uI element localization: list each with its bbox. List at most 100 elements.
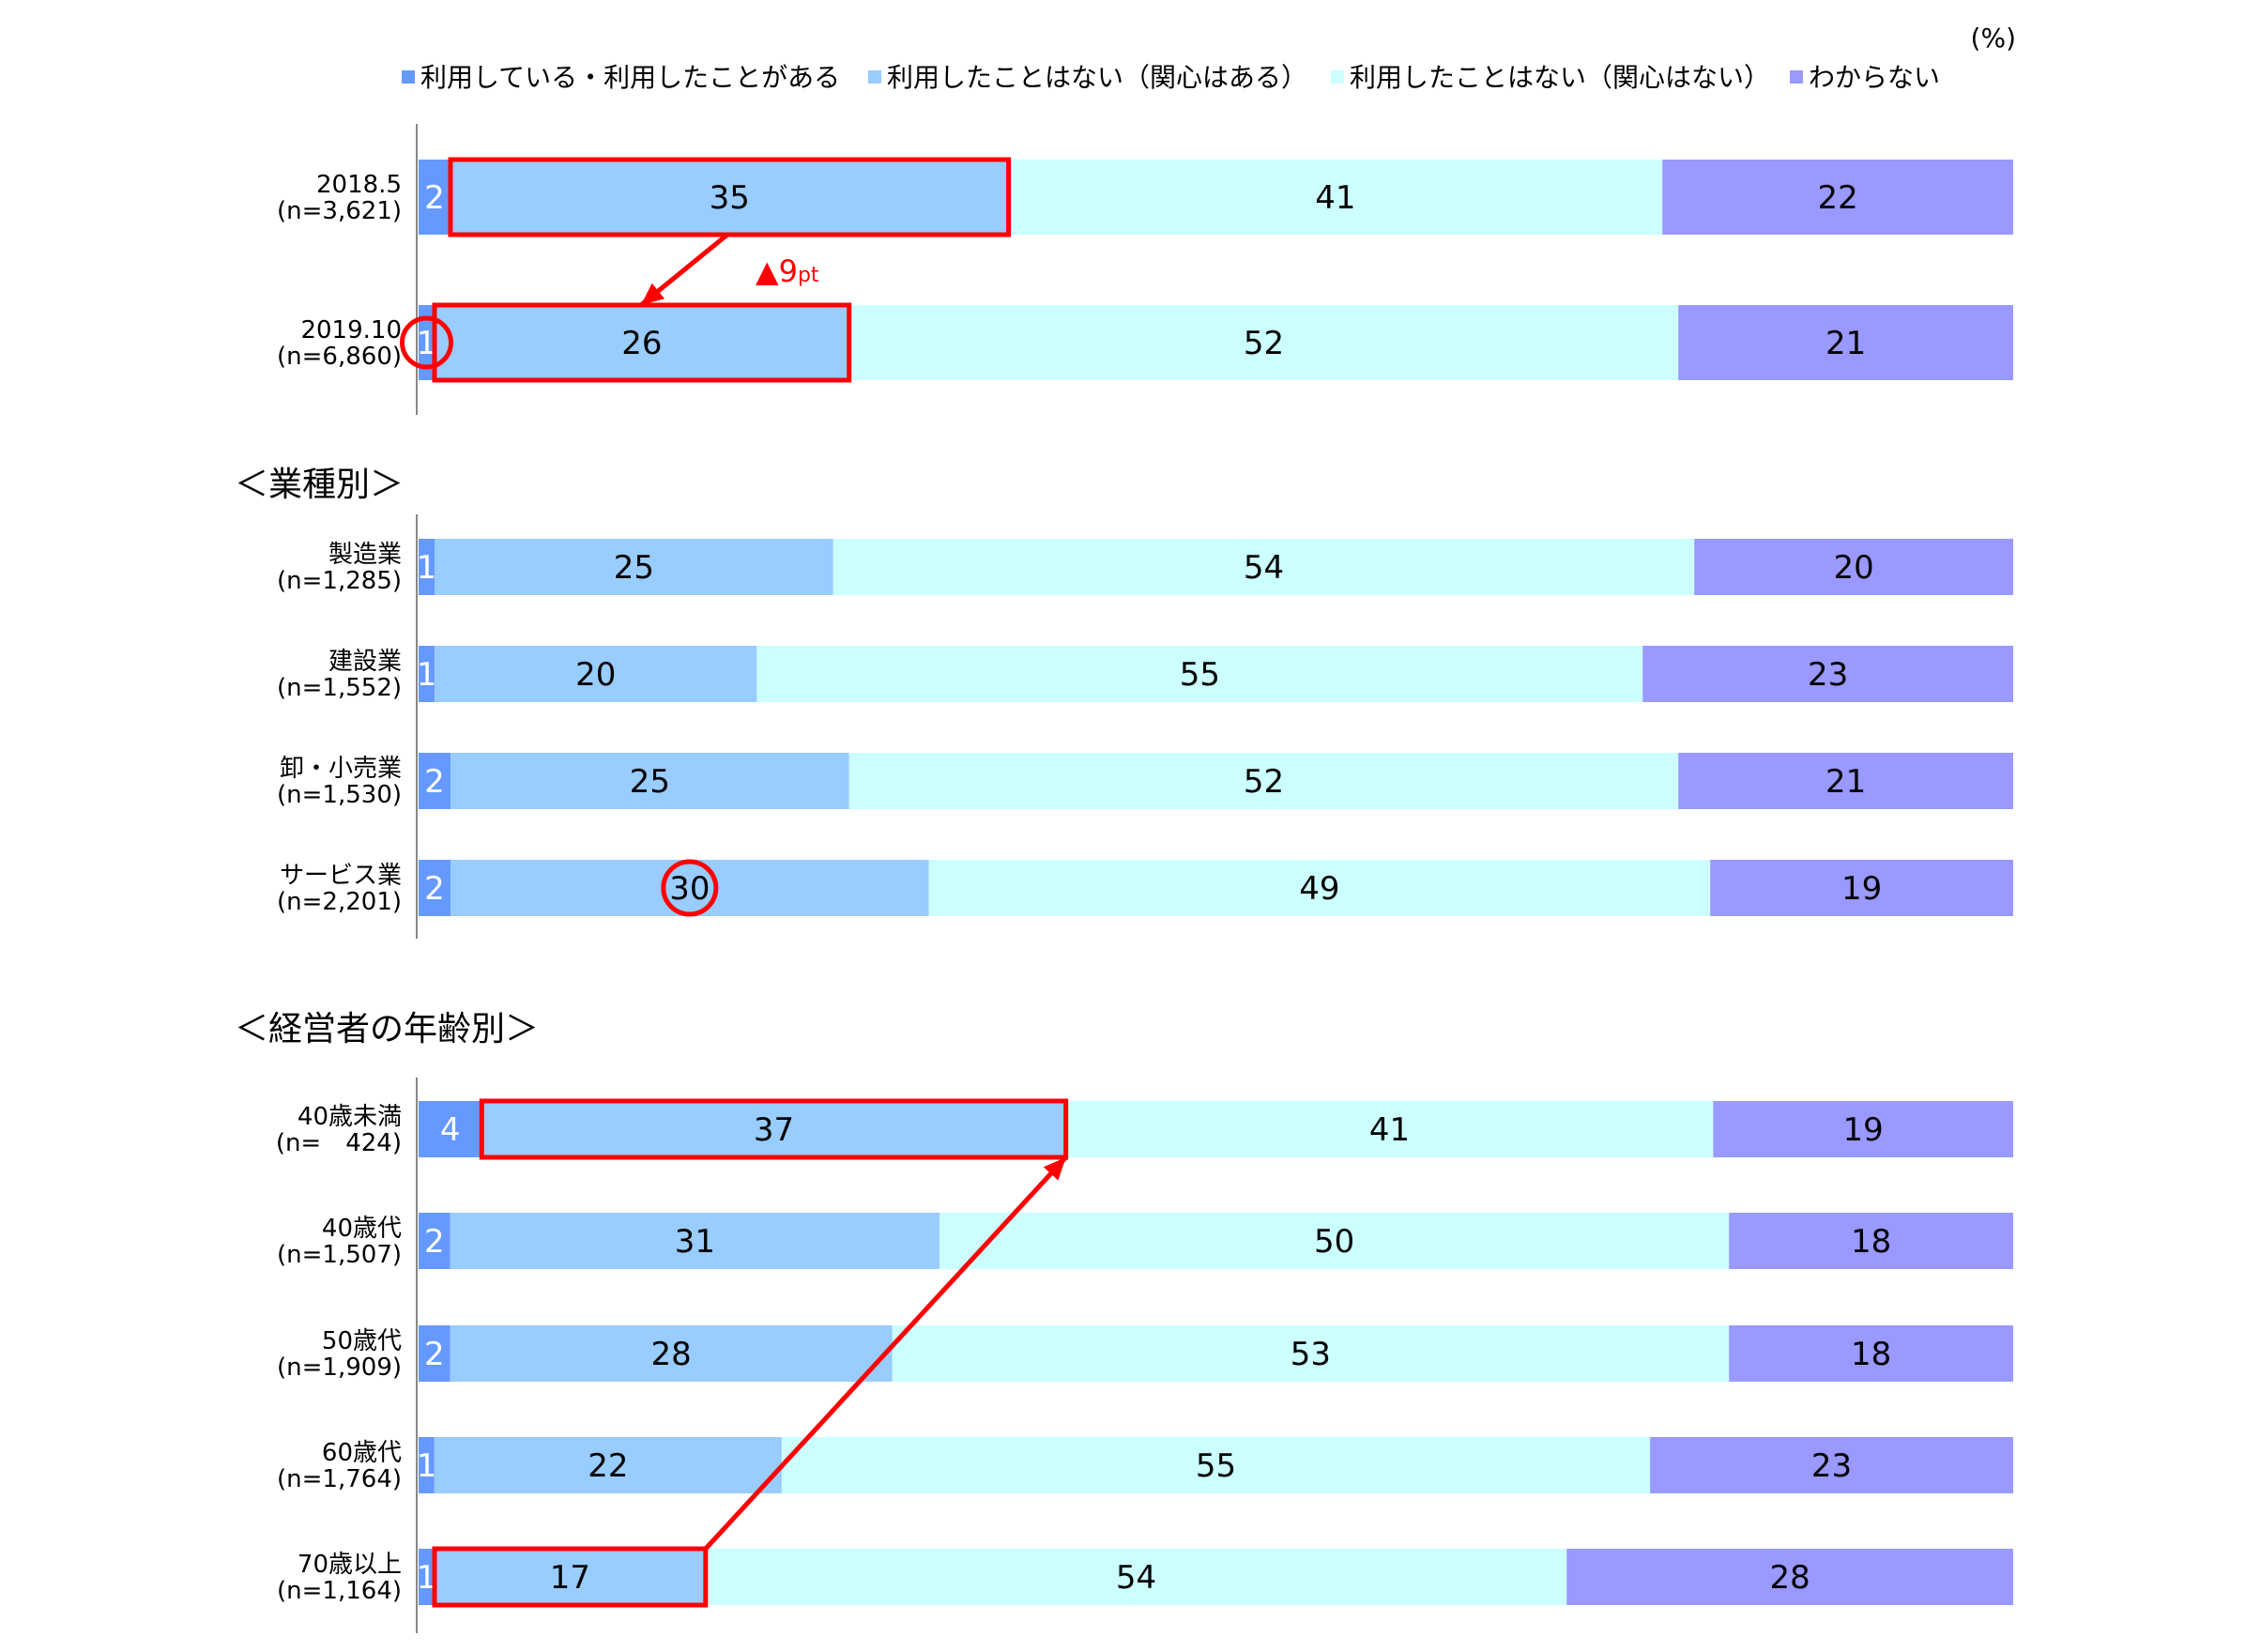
bar-segment: [848, 305, 1679, 380]
bar-segment: [1566, 1549, 2013, 1605]
category-sample-size: (n=1,764): [277, 1465, 402, 1493]
bar-segment: [434, 539, 833, 595]
category-label: 60歳代: [322, 1439, 402, 1467]
bar-segment: [1065, 1101, 1714, 1157]
category-label: 2018.5: [316, 171, 402, 199]
category-label: 建設業: [328, 648, 402, 676]
highlight-circle: [661, 859, 719, 917]
data-label: 54: [1244, 549, 1284, 587]
bar-row: 40歳代(n=1,507) 2 31 50 18: [277, 1213, 2013, 1269]
bar-segment: [419, 646, 435, 702]
arrow-line: [703, 1155, 1068, 1551]
bar-segment: [928, 860, 1711, 916]
arrow-head: [1043, 1157, 1066, 1181]
legend: 利用している・利用したことがある 利用したことはない（関心はある） 利用したことはな…: [402, 62, 1940, 93]
unit-label: (%): [1971, 23, 2016, 54]
data-label: 52: [1244, 763, 1284, 801]
bar-segment: [419, 753, 451, 809]
category-sample-size: (n=3,621): [277, 197, 402, 225]
data-label: 18: [1851, 1336, 1891, 1373]
bar-row: 40歳未満(n= 424) 4 37 41 19: [276, 1101, 2013, 1157]
bar-segment: [1729, 1325, 2013, 1382]
bar-segment: [1008, 160, 1663, 235]
category-label: 70歳以上: [298, 1551, 402, 1579]
data-label: 20: [1833, 549, 1873, 587]
bar-segment: [419, 1101, 482, 1157]
data-label: 1: [417, 325, 437, 362]
bar-row: 建設業(n=1,552) 1 20 55 23: [277, 646, 2013, 702]
chart-group: ＜経営者の年齢別＞ 40歳未満(n= 424) 4 37 41 19 40歳代(n=1,50…: [235, 1010, 2013, 1633]
highlight-box: [479, 1098, 1069, 1160]
bar-segment: [781, 1437, 1651, 1493]
arrow-head: [640, 283, 665, 305]
legend-swatch: [868, 70, 881, 84]
category-label: 卸・小売業: [280, 755, 402, 783]
data-label: 26: [621, 325, 662, 362]
bar-row: 60歳代(n=1,764) 1 22 55 23: [277, 1437, 2013, 1493]
bar-segment: [419, 160, 451, 235]
bar-segment: [1678, 305, 2013, 380]
data-label: 53: [1290, 1336, 1331, 1373]
highlight-circle: [399, 315, 453, 370]
data-label: 50: [1314, 1223, 1354, 1261]
category-label: 40歳代: [322, 1215, 402, 1243]
data-label: 28: [651, 1336, 692, 1373]
bar-segment: [848, 753, 1679, 809]
data-label: 20: [575, 656, 616, 694]
data-label: 30: [669, 870, 710, 908]
category-sample-size: (n=1,552): [277, 674, 402, 702]
legend-label: 利用したことはない（関心はある）: [887, 62, 1307, 93]
bar-segment: [419, 860, 451, 916]
legend-label: わからない: [1809, 62, 1940, 93]
bar-segment: [434, 1437, 782, 1493]
category-sample-size: (n=1,285): [277, 567, 402, 595]
data-label: 18: [1851, 1223, 1891, 1261]
change-annotation: ▲9pt: [756, 253, 819, 289]
bar-segment: [419, 305, 435, 380]
bar-segment: [892, 1325, 1730, 1382]
bar-segment: [1710, 860, 2013, 916]
data-label: 19: [1843, 1111, 1884, 1149]
data-label: 1: [417, 656, 437, 694]
category-sample-size: (n=1,530): [277, 781, 402, 809]
bar-row: サービス業(n=2,201) 2 30 49 19: [277, 860, 2013, 916]
annotations: ▲9pt: [399, 157, 1069, 1608]
bar-row: 2018.5(n=3,621) 2 35 41 22: [277, 160, 2013, 235]
bar-row: 50歳代(n=1,909) 2 28 53 18: [277, 1325, 2013, 1382]
data-label: 25: [630, 763, 670, 801]
data-label: 55: [1196, 1447, 1236, 1485]
bar-segment: [481, 1101, 1066, 1157]
bar-row: 2019.10(n=6,860) 1 26 52 21: [277, 305, 2013, 380]
data-label: 2: [424, 1223, 445, 1261]
bar-segment: [1650, 1437, 2013, 1493]
data-label: 28: [1770, 1559, 1810, 1597]
data-label: 2: [424, 870, 445, 908]
data-label: 21: [1825, 763, 1866, 801]
bar-segment: [434, 1549, 706, 1605]
bar-segment: [832, 539, 1695, 595]
legend-swatch: [1331, 70, 1344, 84]
bar-segment: [419, 1549, 435, 1605]
data-label: 35: [710, 179, 750, 217]
data-label: 2: [424, 763, 445, 801]
category-label: 2019.10: [300, 316, 402, 344]
bar-segment: [450, 160, 1009, 235]
bar-segment: [435, 646, 757, 702]
bar-segment: [1729, 1213, 2013, 1269]
data-label: 1: [417, 549, 437, 587]
data-label: 22: [588, 1447, 628, 1485]
data-label: 4: [440, 1111, 461, 1149]
bar-segment: [450, 753, 849, 809]
group-title: ＜業種別＞: [235, 466, 404, 504]
chart-group: ＜業種別＞ 製造業(n=1,285) 1 25 54 20 建設業(n=1,552) 1 20 5…: [235, 466, 2013, 939]
data-label: 2: [424, 1336, 445, 1373]
data-label: 41: [1315, 179, 1355, 217]
category-sample-size: (n=1,909): [277, 1354, 402, 1382]
bar-segment: [419, 1325, 451, 1382]
bar-row: 製造業(n=1,285) 1 25 54 20: [277, 539, 2013, 595]
bar-segment: [419, 539, 435, 595]
data-label: 41: [1369, 1111, 1410, 1149]
bar-segment: [1662, 160, 2013, 235]
